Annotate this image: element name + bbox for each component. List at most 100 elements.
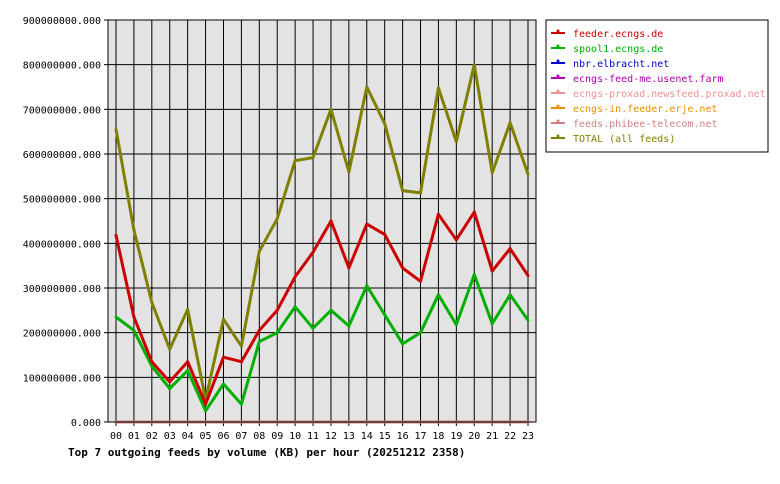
x-tick-label: 18	[432, 431, 444, 442]
data-point	[436, 293, 440, 297]
data-point	[436, 212, 440, 216]
data-point	[526, 274, 530, 277]
data-point	[490, 322, 494, 326]
x-axis-ticks: 00 01 02 03 04 05 06 07 08 09 10 11 12 13 14 15 16 17 18 19…	[110, 422, 534, 442]
x-tick-label: 23	[522, 431, 534, 442]
x-tick-label: 05	[200, 431, 212, 442]
data-point	[150, 360, 154, 364]
y-tick-label: 700000000.000	[23, 105, 101, 116]
data-point	[472, 63, 476, 67]
data-point	[114, 315, 118, 319]
data-point	[186, 369, 190, 373]
data-point	[204, 402, 208, 406]
data-point	[365, 222, 369, 226]
data-point	[239, 360, 243, 364]
x-tick-label: 03	[164, 431, 176, 442]
y-tick-label: 500000000.000	[23, 195, 101, 206]
data-point	[508, 293, 512, 297]
x-tick-label: 01	[128, 431, 140, 442]
legend-label: nbr.elbracht.net	[573, 59, 669, 70]
data-point	[472, 273, 476, 277]
x-tick-label: 20	[468, 431, 480, 442]
legend-label: ecngs-in.feeder.erje.net	[573, 104, 718, 115]
y-tick-label: 300000000.000	[23, 284, 101, 295]
legend-label: feeds.phibee-telecom.net	[573, 119, 718, 130]
x-tick-label: 07	[235, 431, 247, 442]
data-point	[329, 107, 333, 111]
legend-label: ecngs-feed-me.usenet.farm	[573, 74, 724, 85]
data-point	[383, 232, 387, 236]
y-tick-label: 400000000.000	[23, 239, 101, 250]
series-line-0	[114, 210, 530, 406]
x-tick-label: 17	[414, 431, 426, 442]
data-point	[419, 279, 422, 283]
data-point	[347, 170, 351, 174]
data-point	[490, 269, 494, 273]
data-point	[275, 308, 279, 312]
data-point	[347, 266, 351, 270]
legend-box	[545, 19, 769, 153]
x-tick-label: 21	[486, 431, 498, 442]
series-line-7	[114, 63, 530, 402]
plot-border	[107, 19, 537, 423]
legend-label: TOTAL (all feeds)	[573, 134, 675, 145]
data-point	[186, 360, 190, 364]
y-tick-label: 200000000.000	[23, 329, 101, 340]
x-tick-label: 13	[343, 431, 355, 442]
chart-caption: Top 7 outgoing feeds by volume (KB) per …	[68, 446, 465, 459]
data-point	[526, 318, 530, 322]
x-tick-label: 15	[379, 431, 391, 442]
data-point	[150, 300, 154, 304]
data-point	[150, 364, 154, 368]
data-point	[490, 171, 494, 175]
data-point	[365, 85, 369, 89]
legend-marker	[556, 59, 560, 63]
data-point	[222, 382, 225, 386]
data-point	[275, 217, 279, 221]
data-point	[239, 402, 243, 406]
data-point	[365, 284, 369, 288]
x-tick-label: 08	[253, 431, 265, 442]
legend-marker	[556, 44, 560, 48]
data-point	[293, 275, 297, 279]
data-point	[329, 219, 333, 223]
x-tick-label: 10	[289, 431, 301, 442]
data-point	[401, 266, 405, 270]
legend-marker	[556, 104, 560, 108]
x-tick-label: 14	[361, 431, 373, 442]
data-point	[383, 122, 387, 126]
x-tick-label: 22	[504, 431, 516, 442]
y-tick-label: 800000000.000	[23, 61, 101, 72]
y-tick-label: 600000000.000	[23, 150, 101, 161]
data-point	[257, 340, 261, 344]
data-point	[311, 326, 315, 330]
legend-marker	[556, 134, 560, 138]
data-point	[132, 315, 136, 319]
legend-label: spool1.ecngs.de	[573, 44, 663, 55]
data-point	[168, 347, 172, 351]
data-point	[508, 247, 512, 251]
data-point	[436, 86, 440, 90]
legend-marker	[556, 119, 560, 123]
data-point	[401, 342, 405, 346]
data-point	[114, 127, 118, 131]
data-point	[383, 313, 387, 317]
data-point	[222, 355, 225, 359]
data-point	[329, 308, 333, 312]
data-point	[257, 328, 261, 332]
data-point	[257, 249, 261, 253]
data-point	[526, 172, 530, 176]
legend: feeder.ecngs.de spool1.ecngs.de nbr.elbrac…	[545, 19, 769, 153]
data-point	[508, 121, 512, 125]
data-point	[347, 324, 351, 328]
legend-marker	[556, 29, 560, 33]
y-tick-label: 100000000.000	[23, 373, 101, 384]
data-point	[454, 140, 458, 143]
data-point	[132, 328, 136, 332]
x-tick-label: 00	[110, 431, 122, 442]
x-tick-label: 06	[217, 431, 229, 442]
data-point	[186, 307, 190, 311]
data-point	[168, 387, 172, 390]
